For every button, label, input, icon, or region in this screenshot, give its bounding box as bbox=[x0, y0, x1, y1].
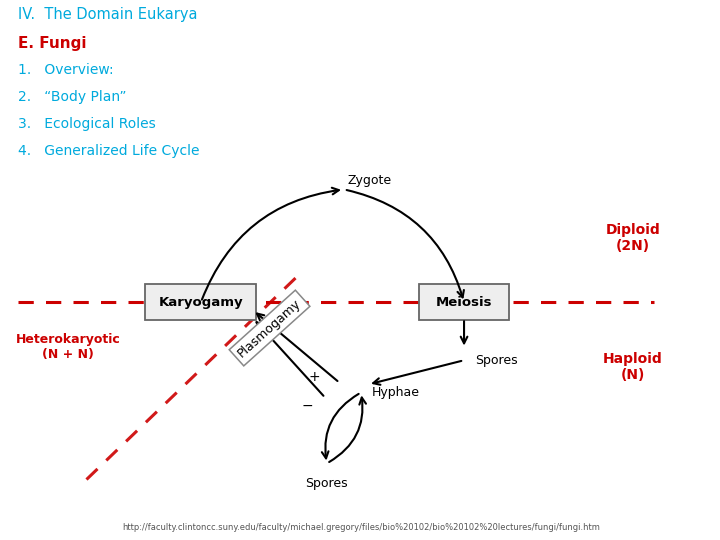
Text: 1.   Overview:: 1. Overview: bbox=[18, 63, 114, 77]
Text: 2.   “Body Plan”: 2. “Body Plan” bbox=[18, 90, 126, 104]
Text: Spores: Spores bbox=[305, 477, 348, 490]
Text: Meiosis: Meiosis bbox=[436, 296, 492, 309]
Text: IV.  The Domain Eukarya: IV. The Domain Eukarya bbox=[18, 7, 197, 22]
Text: Spores: Spores bbox=[474, 354, 518, 367]
Text: E. Fungi: E. Fungi bbox=[18, 36, 86, 51]
Text: Haploid
(N): Haploid (N) bbox=[603, 352, 662, 382]
Text: Plasmogamy: Plasmogamy bbox=[235, 296, 304, 360]
FancyBboxPatch shape bbox=[145, 284, 256, 321]
Text: −: − bbox=[302, 399, 313, 413]
Text: Zygote: Zygote bbox=[348, 174, 392, 187]
FancyBboxPatch shape bbox=[419, 284, 509, 321]
Text: 3.   Ecological Roles: 3. Ecological Roles bbox=[18, 117, 156, 131]
Text: Hyphae: Hyphae bbox=[372, 386, 420, 399]
Text: http://faculty.clintoncc.suny.edu/faculty/michael.gregory/files/bio%20102/bio%20: http://faculty.clintoncc.suny.edu/facult… bbox=[122, 523, 600, 532]
Text: Karyogamy: Karyogamy bbox=[158, 296, 243, 309]
Text: 4.   Generalized Life Cycle: 4. Generalized Life Cycle bbox=[18, 144, 199, 158]
Text: Heterokaryotic
(N + N): Heterokaryotic (N + N) bbox=[16, 333, 120, 361]
Text: +: + bbox=[309, 370, 320, 384]
Text: Diploid
(2N): Diploid (2N) bbox=[606, 222, 660, 253]
